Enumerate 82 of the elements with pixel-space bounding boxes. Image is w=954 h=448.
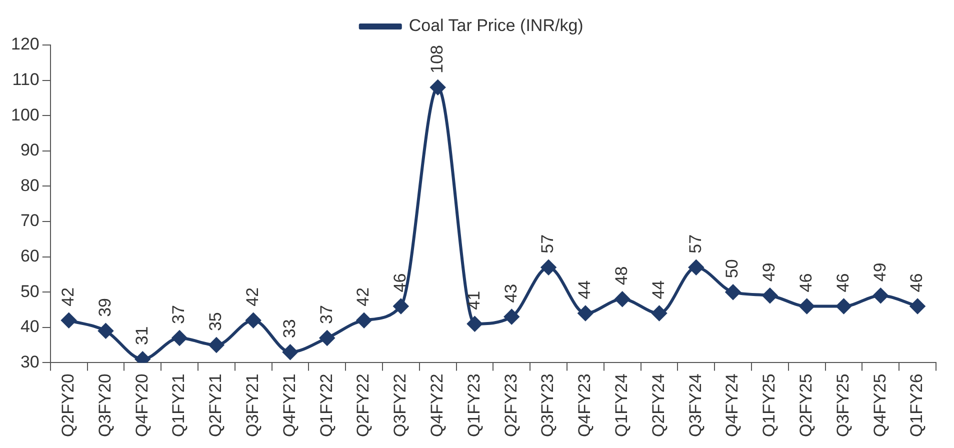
point bbox=[726, 284, 741, 300]
y-tick-label: 60 bbox=[20, 246, 40, 266]
data-label: 42 bbox=[243, 287, 262, 306]
x-tick-label: Q2FY22 bbox=[354, 374, 373, 437]
y-tick-label: 30 bbox=[20, 352, 40, 372]
data-label: 108 bbox=[428, 44, 447, 74]
y-tick-label: 40 bbox=[20, 317, 40, 336]
data-label: 39 bbox=[95, 298, 114, 317]
point bbox=[873, 288, 888, 304]
point bbox=[246, 312, 261, 328]
y-tick-label: 100 bbox=[10, 105, 40, 124]
x-tick-label: Q2FY20 bbox=[58, 374, 78, 437]
data-label: 37 bbox=[316, 305, 336, 324]
legend-label: Coal Tar Price (INR/kg) bbox=[408, 16, 584, 36]
data-label: 57 bbox=[686, 234, 705, 254]
data-label: 37 bbox=[169, 305, 188, 324]
point bbox=[836, 298, 852, 314]
x-tick-label: Q3FY25 bbox=[833, 374, 852, 437]
data-label: 42 bbox=[354, 287, 373, 306]
point bbox=[541, 260, 556, 275]
x-tick-label: Q4FY25 bbox=[870, 374, 890, 437]
x-tick-label: Q1FY23 bbox=[464, 374, 484, 437]
x-tick-label: Q1FY25 bbox=[760, 374, 779, 437]
x-tick-label: Q4FY24 bbox=[722, 374, 742, 437]
x-tick-label: Q4FY23 bbox=[575, 374, 594, 437]
data-label: 43 bbox=[501, 284, 520, 303]
x-tick-label: Q3FY22 bbox=[390, 374, 410, 437]
point bbox=[652, 306, 667, 321]
point bbox=[688, 260, 704, 275]
data-label: 57 bbox=[538, 234, 558, 254]
point bbox=[172, 330, 188, 346]
x-tick-label: Q3FY21 bbox=[243, 374, 262, 437]
data-label: 44 bbox=[575, 280, 594, 300]
point bbox=[282, 344, 298, 360]
data-label: 33 bbox=[280, 319, 299, 338]
data-label: 49 bbox=[760, 262, 779, 282]
point bbox=[467, 316, 482, 332]
y-tick-label: 70 bbox=[20, 211, 40, 230]
point bbox=[910, 298, 926, 314]
point bbox=[61, 312, 76, 328]
y-tick-label: 80 bbox=[20, 176, 40, 195]
data-label: 46 bbox=[390, 273, 410, 292]
data-label: 44 bbox=[648, 280, 668, 300]
point bbox=[504, 309, 520, 324]
data-label: 49 bbox=[870, 262, 890, 282]
point bbox=[320, 330, 335, 346]
x-tick-label: Q1FY22 bbox=[316, 374, 336, 437]
x-tick-label: Q4FY20 bbox=[132, 374, 152, 437]
data-label: 50 bbox=[722, 259, 742, 278]
x-tick-label: Q1FY21 bbox=[169, 374, 188, 437]
point bbox=[762, 288, 778, 304]
point bbox=[430, 80, 446, 95]
x-tick-label: Q1FY26 bbox=[907, 374, 926, 437]
point bbox=[799, 298, 814, 314]
y-tick-label: 90 bbox=[20, 140, 40, 160]
x-tick-label: Q4FY22 bbox=[428, 374, 447, 437]
y-tick-label: 50 bbox=[20, 282, 40, 301]
x-tick-label: Q3FY20 bbox=[95, 374, 114, 437]
x-tick-label: Q2FY23 bbox=[501, 374, 520, 437]
data-label: 41 bbox=[464, 290, 484, 310]
data-label: 46 bbox=[907, 273, 926, 292]
x-tick-label: Q4FY21 bbox=[280, 374, 299, 437]
data-label: 42 bbox=[58, 287, 78, 306]
data-label: 48 bbox=[612, 266, 632, 286]
data-label: 31 bbox=[132, 326, 152, 346]
x-tick-label: Q2FY24 bbox=[648, 374, 668, 437]
point bbox=[208, 338, 224, 353]
point bbox=[578, 306, 593, 321]
x-tick-label: Q3FY24 bbox=[686, 374, 705, 437]
point bbox=[614, 292, 630, 307]
x-tick-label: Q3FY23 bbox=[538, 374, 558, 437]
data-label: 35 bbox=[206, 312, 226, 332]
x-tick-label: Q1FY24 bbox=[612, 374, 632, 437]
point bbox=[356, 312, 372, 328]
y-tick-label: 120 bbox=[10, 34, 40, 54]
x-tick-label: Q2FY21 bbox=[206, 374, 226, 437]
y-tick-label: 110 bbox=[12, 70, 40, 89]
point bbox=[98, 323, 114, 338]
point bbox=[393, 298, 408, 314]
x-tick-label: Q2FY25 bbox=[796, 374, 816, 437]
data-label: 46 bbox=[796, 273, 816, 292]
data-label: 46 bbox=[833, 273, 852, 292]
